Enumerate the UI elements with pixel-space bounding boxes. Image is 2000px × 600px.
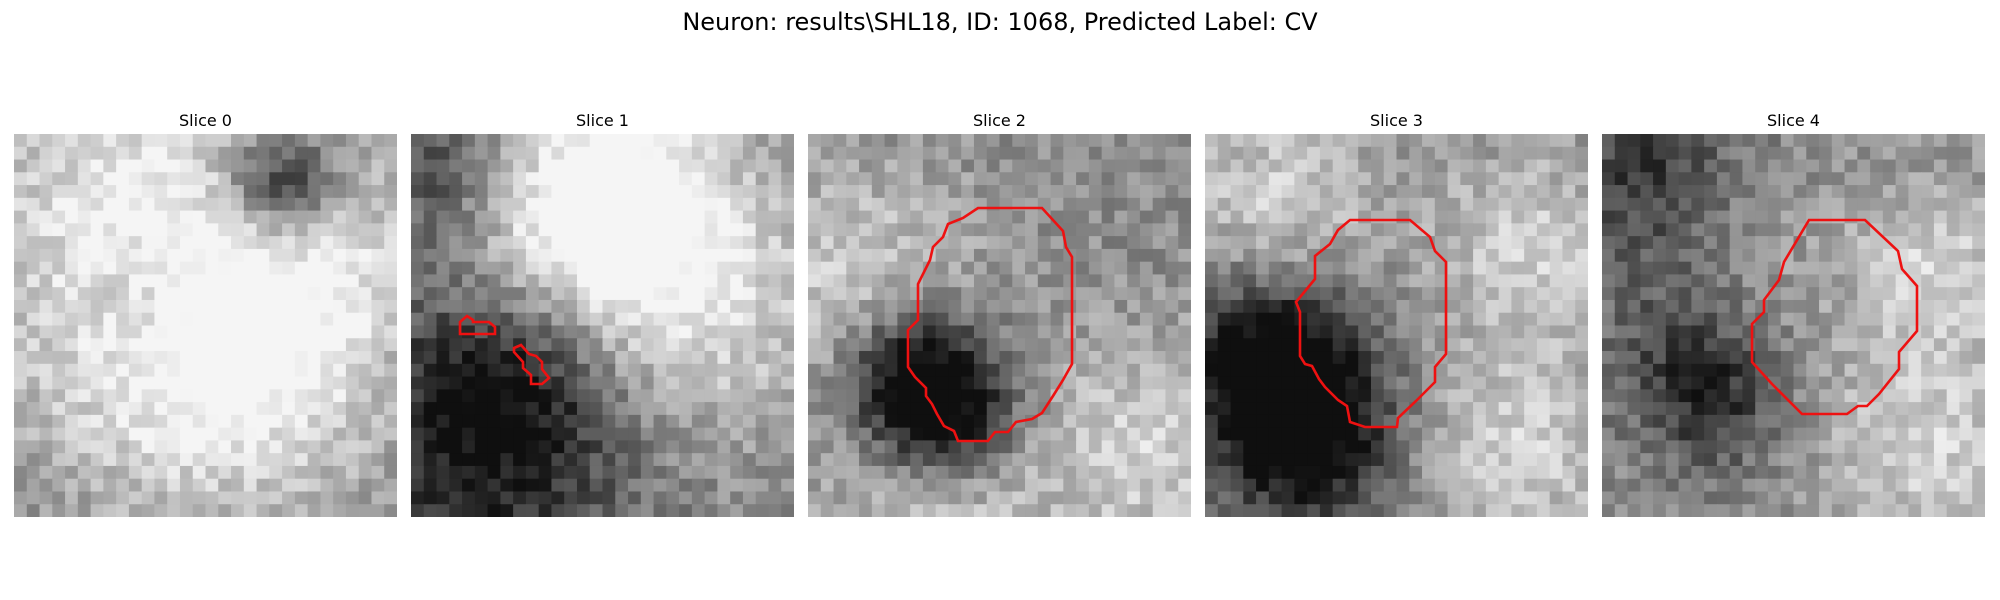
mask-contour-3 <box>1294 218 1448 429</box>
slice-pixels-2 <box>808 134 1191 517</box>
slice-title-3: Slice 3 <box>1370 111 1423 130</box>
slice-title-1: Slice 1 <box>576 111 629 130</box>
slice-panel-3: Slice 3 <box>1205 108 1588 517</box>
slice-title-0: Slice 0 <box>179 111 232 130</box>
mask-contour-1a <box>458 314 497 336</box>
slice-image-0 <box>14 134 397 517</box>
slice-panel-1: Slice 1 <box>411 108 794 517</box>
mask-contour-4 <box>1750 218 1919 416</box>
slice-pixels-1 <box>411 134 794 517</box>
slice-image-3 <box>1205 134 1588 517</box>
slice-pixels-4 <box>1602 134 1985 517</box>
mask-contour-1b <box>512 343 551 386</box>
slice-pixels-0 <box>14 134 397 517</box>
slice-panel-4: Slice 4 <box>1602 108 1985 517</box>
slice-title-2: Slice 2 <box>973 111 1026 130</box>
slice-panel-0: Slice 0 <box>14 108 397 517</box>
slice-image-1 <box>411 134 794 517</box>
slice-title-4: Slice 4 <box>1767 111 1820 130</box>
figure-title: Neuron: results\SHL18, ID: 1068, Predict… <box>682 8 1318 36</box>
slice-panel-2: Slice 2 <box>808 108 1191 517</box>
slice-image-2 <box>808 134 1191 517</box>
slice-image-4 <box>1602 134 1985 517</box>
slice-pixels-3 <box>1205 134 1588 517</box>
mask-contour-2 <box>906 206 1074 443</box>
